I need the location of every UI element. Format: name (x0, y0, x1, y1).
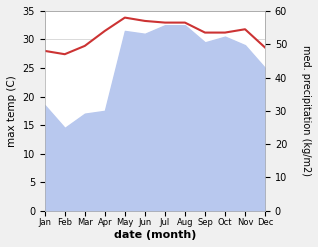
Y-axis label: max temp (C): max temp (C) (7, 75, 17, 147)
X-axis label: date (month): date (month) (114, 230, 196, 240)
Y-axis label: med. precipitation (kg/m2): med. precipitation (kg/m2) (301, 45, 311, 176)
